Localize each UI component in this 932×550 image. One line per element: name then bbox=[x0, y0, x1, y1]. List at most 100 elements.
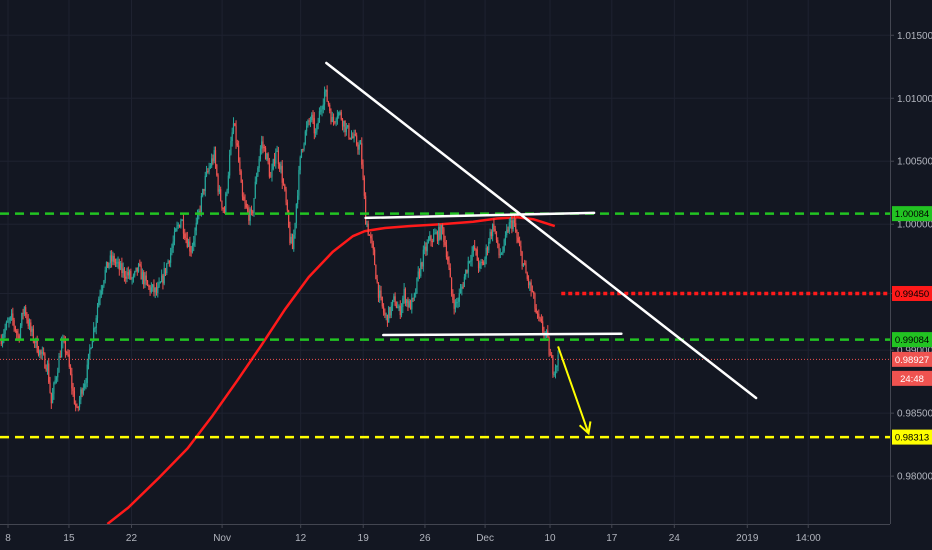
candle-body bbox=[343, 120, 345, 127]
candle-body bbox=[19, 325, 22, 340]
candle-body bbox=[412, 298, 414, 300]
candle-body bbox=[14, 326, 16, 331]
candle-body bbox=[8, 320, 10, 322]
candle-body bbox=[86, 364, 88, 383]
candle-body bbox=[504, 235, 507, 240]
time-axis-panel[interactable] bbox=[0, 524, 932, 550]
candle-body bbox=[111, 255, 113, 262]
candle-body bbox=[73, 391, 76, 404]
candle-body bbox=[545, 330, 548, 333]
candle-body bbox=[167, 260, 169, 264]
candle-body bbox=[536, 313, 539, 315]
candle-body bbox=[168, 260, 170, 263]
candle-body bbox=[466, 269, 468, 273]
candle-body bbox=[262, 141, 264, 148]
candle-body bbox=[553, 373, 555, 375]
horizontal-levels[interactable] bbox=[0, 212, 890, 439]
candle-body bbox=[508, 222, 510, 232]
candle-body bbox=[295, 203, 297, 224]
projection-arrow[interactable] bbox=[557, 346, 592, 436]
price-axis-panel[interactable] bbox=[890, 0, 932, 550]
candle-body bbox=[307, 120, 309, 126]
candle-body bbox=[513, 220, 516, 224]
candle-body bbox=[374, 249, 376, 266]
candle-body bbox=[67, 352, 69, 355]
candle-body bbox=[238, 145, 240, 162]
candle-body bbox=[538, 313, 540, 318]
candle-body bbox=[100, 290, 102, 295]
candle-body bbox=[370, 235, 372, 239]
candle-body bbox=[335, 119, 337, 122]
candle-body bbox=[139, 263, 141, 266]
candle-body bbox=[511, 220, 513, 230]
candle-body bbox=[259, 148, 262, 159]
candle-body bbox=[548, 336, 550, 355]
channel-upper-line[interactable] bbox=[364, 211, 596, 220]
x-tick-label: 2019 bbox=[736, 533, 759, 544]
candle-body bbox=[385, 314, 387, 316]
candle-body bbox=[472, 246, 474, 253]
candle-body bbox=[507, 229, 509, 232]
candle-body bbox=[404, 289, 406, 304]
candle-body bbox=[407, 299, 409, 308]
descending-trendline[interactable] bbox=[325, 61, 758, 400]
candle-body bbox=[475, 249, 477, 251]
candle-body bbox=[462, 286, 464, 288]
candle-body bbox=[1, 338, 4, 345]
candle-body bbox=[512, 220, 514, 230]
candle-body bbox=[271, 169, 273, 177]
candle-body bbox=[261, 141, 263, 149]
candle-body bbox=[196, 213, 199, 223]
candle-body bbox=[506, 229, 508, 236]
candle-body bbox=[288, 210, 290, 228]
candle-body bbox=[143, 272, 145, 285]
candle-body bbox=[340, 112, 342, 120]
candle-body bbox=[253, 198, 255, 214]
candle-body bbox=[484, 258, 486, 265]
candle-body bbox=[377, 282, 380, 298]
countdown-label: 24:48 bbox=[900, 374, 924, 385]
moving-average-line bbox=[106, 216, 556, 525]
channel-lower-line[interactable] bbox=[382, 332, 623, 337]
current-price-label-bg bbox=[892, 351, 932, 367]
candle-body bbox=[320, 110, 322, 112]
candle-body bbox=[493, 224, 495, 230]
candle-body bbox=[64, 340, 67, 353]
candle-body bbox=[22, 313, 24, 315]
candle-body bbox=[409, 301, 412, 310]
projection-arrow-shaft[interactable] bbox=[557, 346, 590, 434]
candle-body bbox=[105, 261, 108, 271]
projection-arrow-head[interactable] bbox=[578, 421, 592, 436]
x-tick-label: 14:00 bbox=[796, 533, 821, 544]
candle-body bbox=[302, 149, 304, 151]
candle-body bbox=[230, 141, 232, 155]
candle-body bbox=[103, 280, 105, 287]
candle-body bbox=[444, 241, 446, 246]
candle-body bbox=[399, 305, 401, 316]
candle-body bbox=[477, 260, 480, 269]
candle-body bbox=[94, 327, 96, 329]
candle-body bbox=[36, 338, 38, 353]
candle-body bbox=[181, 219, 183, 221]
candle-body bbox=[285, 189, 287, 203]
candle-body bbox=[13, 319, 15, 327]
candle-body bbox=[549, 354, 551, 356]
candle-body bbox=[406, 299, 408, 304]
candle-body bbox=[325, 89, 327, 92]
candle-body bbox=[436, 231, 439, 242]
candle-body bbox=[323, 91, 326, 105]
candle-body bbox=[122, 268, 124, 273]
candle-body bbox=[471, 252, 473, 261]
candle-body bbox=[257, 167, 259, 177]
candle-body bbox=[193, 241, 195, 246]
candle-body bbox=[128, 271, 131, 276]
trendlines[interactable] bbox=[325, 61, 758, 400]
candle-body bbox=[41, 352, 43, 354]
candle-body bbox=[28, 322, 31, 327]
candle-body bbox=[49, 382, 51, 393]
candle-body bbox=[313, 118, 315, 134]
candle-body bbox=[300, 149, 303, 158]
candle-body bbox=[515, 223, 517, 232]
price-level-label-bg bbox=[892, 206, 932, 222]
